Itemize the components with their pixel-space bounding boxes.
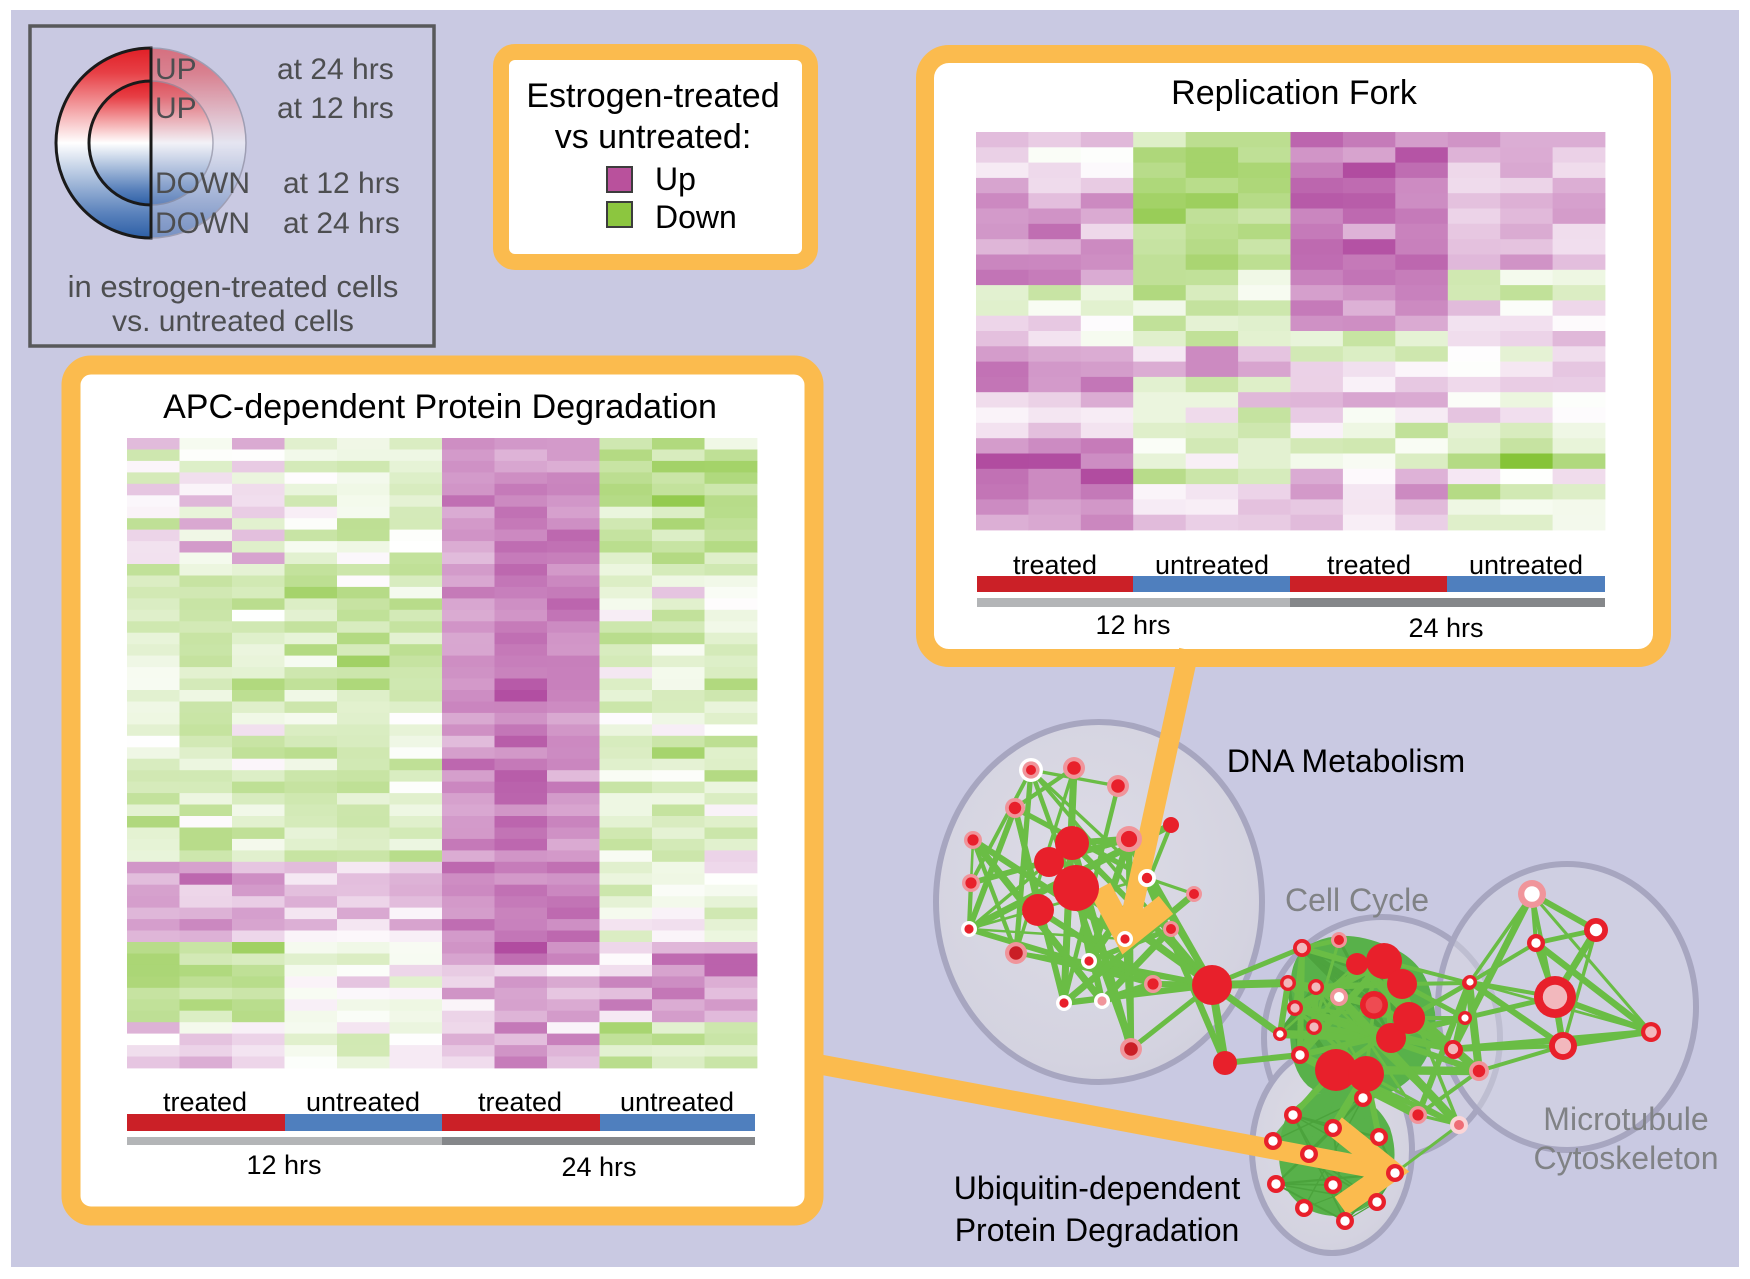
svg-text:Estrogen-treated: Estrogen-treated: [526, 77, 779, 115]
svg-text:at 12 hrs: at 12 hrs: [277, 92, 394, 125]
svg-text:treated: treated: [163, 1087, 247, 1117]
svg-text:24 hrs: 24 hrs: [1408, 613, 1483, 643]
svg-text:Ubiquitin-dependent: Ubiquitin-dependent: [954, 1170, 1241, 1206]
svg-text:at 12 hrs: at 12 hrs: [283, 167, 400, 200]
svg-text:12 hrs: 12 hrs: [1095, 610, 1170, 640]
svg-text:at 24 hrs: at 24 hrs: [283, 207, 400, 240]
svg-text:24 hrs: 24 hrs: [561, 1152, 636, 1182]
svg-text:at 24 hrs: at 24 hrs: [277, 53, 394, 86]
svg-text:vs. untreated cells: vs. untreated cells: [112, 305, 354, 338]
svg-text:DOWN: DOWN: [155, 207, 250, 240]
svg-text:treated: treated: [1327, 550, 1411, 580]
svg-text:UP: UP: [155, 53, 197, 86]
svg-text:UP: UP: [155, 92, 197, 125]
svg-text:vs untreated:: vs untreated:: [555, 118, 752, 156]
svg-text:untreated: untreated: [1155, 550, 1269, 580]
svg-text:Down: Down: [655, 199, 737, 235]
svg-text:Microtubule: Microtubule: [1543, 1101, 1708, 1137]
svg-text:untreated: untreated: [1469, 550, 1583, 580]
svg-text:untreated: untreated: [620, 1087, 734, 1117]
svg-text:DNA Metabolism: DNA Metabolism: [1227, 743, 1465, 779]
svg-text:Protein Degradation: Protein Degradation: [955, 1212, 1240, 1248]
svg-text:12 hrs: 12 hrs: [246, 1150, 321, 1180]
svg-text:in estrogen-treated cells: in estrogen-treated cells: [68, 269, 399, 304]
svg-text:treated: treated: [1013, 550, 1097, 580]
svg-text:Cytoskeleton: Cytoskeleton: [1534, 1140, 1719, 1176]
svg-text:Up: Up: [655, 161, 696, 197]
svg-text:Cell Cycle: Cell Cycle: [1285, 882, 1429, 918]
svg-text:untreated: untreated: [306, 1087, 420, 1117]
svg-text:Replication Fork: Replication Fork: [1171, 74, 1418, 112]
svg-text:treated: treated: [478, 1087, 562, 1117]
svg-text:DOWN: DOWN: [155, 167, 250, 200]
svg-text:APC-dependent Protein Degradat: APC-dependent Protein Degradation: [163, 388, 717, 426]
